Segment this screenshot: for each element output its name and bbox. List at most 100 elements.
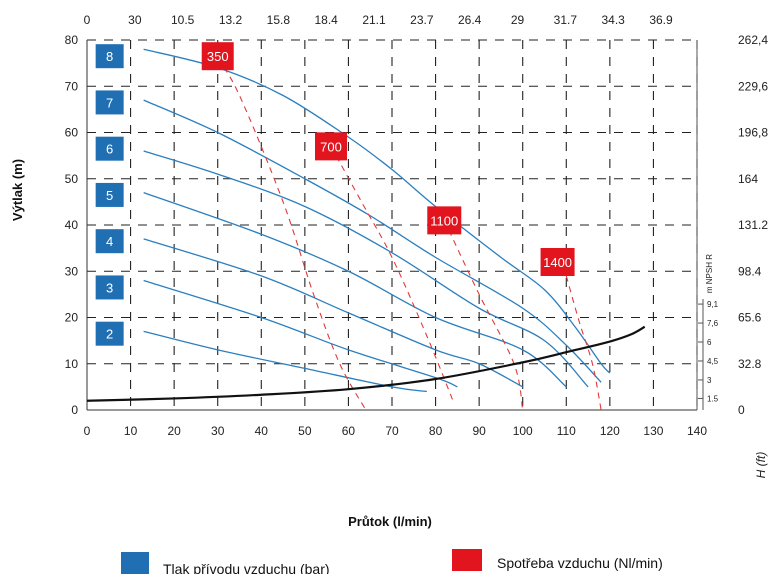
top-tick-12: 36.9: [649, 13, 673, 27]
air-line-1100: [443, 220, 524, 411]
x-tick-5: 50: [298, 424, 312, 438]
air-badge-label-1400: 1400: [543, 255, 572, 270]
pressure-badge-label-4: 4: [106, 234, 113, 249]
pressure-badge-label-7: 7: [106, 95, 113, 110]
x-tick-13: 130: [643, 424, 663, 438]
top-tick-2: 10.5: [171, 13, 195, 27]
pressure-curve-5: [143, 192, 567, 388]
air-badge-label-350: 350: [207, 49, 229, 64]
top-tick-11: 34.3: [601, 13, 625, 27]
x-tick-1: 10: [124, 424, 138, 438]
y-tick-3: 30: [65, 264, 79, 278]
x-tick-10: 100: [513, 424, 533, 438]
right-tick-1: 229,6: [738, 79, 768, 93]
right-tick-8: 0: [738, 403, 745, 417]
y-tick-0: 0: [71, 403, 78, 417]
right-tick-0: 262,4: [738, 33, 768, 47]
pressure-badge-label-6: 6: [106, 142, 113, 157]
right-tick-2: 196,8: [738, 126, 768, 140]
npsh-axis-title: m NPSH R: [705, 254, 714, 293]
top-tick-3: 13.2: [219, 13, 243, 27]
x-tick-labels: 0 10 20 30 40 50 60 70 80 90 100 110 120 130 140: [84, 424, 708, 438]
pressure-curve-2: [143, 330, 427, 393]
pressure-badge-4: [95, 229, 124, 254]
y-axis-title: Výtlak (m): [10, 159, 25, 221]
top-tick-6: 21.1: [362, 13, 386, 27]
x-tick-0: 0: [84, 424, 91, 438]
x-tick-14: 140: [687, 424, 707, 438]
x-tick-9: 90: [472, 424, 486, 438]
right-tick-4: 131.2: [738, 218, 768, 232]
right-tick-6: 65.6: [738, 311, 762, 325]
pressure-badge-label-3: 3: [106, 280, 113, 295]
pressure-curves: [143, 48, 611, 393]
top-tick-8: 26.4: [458, 13, 482, 27]
x-tick-2: 20: [167, 424, 181, 438]
top-tick-0: 0: [84, 13, 91, 27]
y-tick-labels: 0 10 20 30 40 50 60 70 80: [65, 33, 79, 417]
right-tick-7: 32.8: [738, 357, 762, 371]
y-tick-7: 70: [65, 79, 79, 93]
legend-pressure-label: Tlak přívodu vzduchu (bar): [163, 561, 330, 574]
npsh-tick-3: 4,5: [707, 357, 719, 366]
x-tick-3: 30: [211, 424, 225, 438]
top-tick-labels: 0 30 10.5 13.2 15.8 18.4 21.1 23.7 26.4 29 31.7 34.…: [84, 13, 673, 27]
top-tick-4: 15.8: [267, 13, 291, 27]
pressure-curve-6: [143, 150, 589, 388]
npsh-axis: 9,1 7,6 6 4,5 3 1.5 m NPSH R: [698, 254, 719, 410]
pressure-badge-6: [95, 136, 124, 161]
pressure-badge-label-2: 2: [106, 327, 113, 342]
x-tick-6: 60: [342, 424, 356, 438]
y2-axis-title: H (ft): [754, 452, 768, 479]
axes: [86, 40, 698, 411]
air-line-1400: [565, 275, 602, 411]
x-tick-4: 40: [255, 424, 269, 438]
air-badge-label-1100: 1100: [430, 213, 458, 228]
air-badge-label-700: 700: [320, 139, 342, 154]
x-tick-7: 70: [385, 424, 399, 438]
x-axis-title: Průtok (l/min): [348, 514, 432, 529]
air-line-700: [330, 146, 454, 401]
series-badges: 8 7 6 5 4 3 2 350 700 1100 1400: [95, 42, 575, 346]
y-tick-8: 80: [65, 33, 79, 47]
right-tick-labels: 262,4 229,6 196,8 164 131.2 98.4 65.6 32.8 0: [738, 33, 768, 417]
legend-pressure-swatch: [121, 552, 149, 574]
right-tick-5: 98.4: [738, 264, 762, 278]
npsh-curve-group: [86, 325, 646, 402]
npsh-tick-5: 1.5: [707, 394, 719, 403]
npsh-tick-0: 9,1: [707, 300, 719, 309]
pressure-badge-5: [95, 182, 124, 207]
pressure-badge-8: [95, 44, 124, 69]
right-tick-3: 164: [738, 172, 758, 186]
npsh-curve: [86, 325, 646, 402]
y-tick-5: 50: [65, 172, 79, 186]
air-badge-700: [315, 132, 347, 161]
pressure-curve-3: [143, 279, 458, 388]
top-tick-7: 23.7: [410, 13, 434, 27]
pressure-badge-7: [95, 90, 124, 115]
air-badge-1400: [540, 248, 575, 276]
pressure-badge-label-8: 8: [106, 49, 113, 64]
npsh-tick-2: 6: [707, 338, 712, 347]
air-consumption-curves: [217, 58, 602, 411]
pressure-badge-2: [95, 321, 124, 346]
y-tick-6: 60: [65, 126, 79, 140]
y-tick-1: 10: [65, 357, 79, 371]
npsh-tick-4: 3: [707, 376, 712, 385]
legend-air-swatch: [452, 549, 482, 571]
x-tick-8: 80: [429, 424, 443, 438]
npsh-tick-1: 7,6: [707, 319, 719, 328]
y-tick-4: 40: [65, 218, 79, 232]
pressure-badge-label-5: 5: [106, 188, 113, 203]
air-badge-350: [201, 42, 234, 71]
top-tick-5: 18.4: [314, 13, 338, 27]
air-line-350: [217, 58, 367, 411]
legend-air-label: Spotřeba vzduchu (Nl/min): [497, 555, 663, 571]
pressure-curve-4: [143, 238, 524, 388]
air-badge-1100: [427, 206, 462, 235]
pressure-curve-7: [143, 99, 602, 383]
top-tick-1: 30: [128, 13, 142, 27]
grid: [87, 39, 698, 410]
x-tick-11: 110: [557, 424, 576, 438]
